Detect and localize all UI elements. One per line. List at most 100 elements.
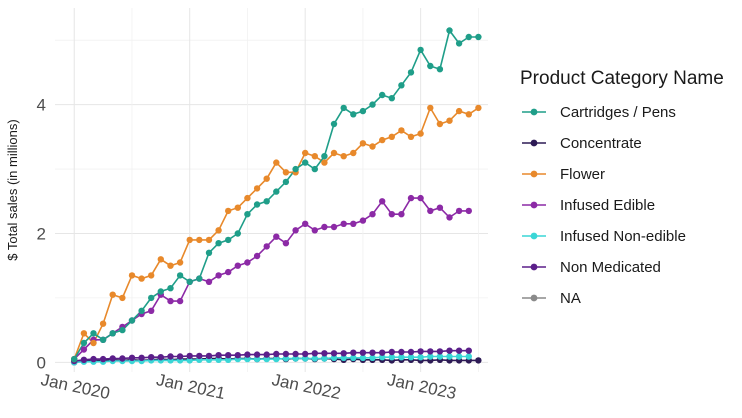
data-point bbox=[234, 352, 241, 359]
data-point bbox=[225, 207, 232, 215]
legend-swatch-dot bbox=[530, 108, 538, 116]
data-point bbox=[273, 159, 280, 166]
data-point bbox=[167, 353, 174, 360]
data-point bbox=[446, 347, 453, 354]
legend-item: Infused Edible bbox=[522, 197, 655, 214]
series-points bbox=[71, 27, 482, 366]
legend-label: NA bbox=[560, 290, 581, 307]
data-point bbox=[311, 165, 318, 173]
data-point bbox=[263, 198, 270, 205]
data-point bbox=[407, 69, 415, 76]
data-point bbox=[99, 320, 107, 327]
data-point bbox=[128, 354, 136, 361]
data-point bbox=[138, 354, 145, 361]
data-point bbox=[369, 349, 376, 356]
x-axis-ticks: Jan 2020 Jan 2021 Jan 2022 Jan 2023 bbox=[39, 370, 458, 403]
data-point bbox=[398, 211, 405, 218]
legend-swatch-dot bbox=[530, 170, 538, 178]
data-point bbox=[436, 353, 444, 360]
data-point bbox=[157, 288, 164, 295]
data-point bbox=[427, 348, 434, 355]
y-axis-ticks: 0 2 4 bbox=[37, 96, 46, 373]
data-point bbox=[417, 46, 424, 54]
data-point bbox=[215, 240, 222, 247]
data-point bbox=[253, 355, 261, 363]
data-point bbox=[176, 353, 184, 360]
data-point bbox=[109, 291, 116, 298]
data-point bbox=[157, 354, 164, 361]
data-point bbox=[157, 256, 164, 263]
data-point bbox=[379, 349, 386, 356]
grid bbox=[55, 8, 488, 372]
data-point bbox=[359, 140, 367, 147]
x-tick-label: Jan 2022 bbox=[270, 370, 342, 403]
legend-item: Concentrate bbox=[522, 135, 642, 152]
y-tick-label: 0 bbox=[37, 353, 46, 372]
legend-swatch-dot bbox=[530, 232, 538, 240]
data-point bbox=[128, 272, 136, 279]
data-point bbox=[321, 159, 328, 166]
data-point bbox=[244, 259, 251, 266]
data-point bbox=[148, 272, 155, 279]
data-point bbox=[282, 350, 290, 358]
data-point bbox=[90, 339, 97, 347]
data-point bbox=[302, 159, 309, 166]
data-point bbox=[388, 354, 395, 361]
x-tick-label: Jan 2021 bbox=[155, 370, 227, 403]
data-point bbox=[282, 169, 290, 176]
legend-label: Infused Edible bbox=[560, 197, 655, 214]
data-point bbox=[350, 111, 357, 118]
data-point bbox=[321, 153, 328, 160]
data-point bbox=[215, 272, 222, 279]
data-point bbox=[379, 198, 386, 205]
legend: Product Category Name Cartridges / Pens C… bbox=[520, 68, 724, 307]
data-point bbox=[369, 101, 376, 108]
data-point bbox=[186, 236, 193, 244]
data-point bbox=[302, 149, 309, 157]
data-point bbox=[119, 326, 126, 334]
data-point bbox=[205, 236, 213, 244]
data-point bbox=[398, 82, 405, 89]
data-point bbox=[455, 207, 463, 215]
data-point bbox=[407, 348, 415, 356]
data-point bbox=[234, 204, 241, 211]
data-point bbox=[388, 95, 395, 102]
data-point bbox=[215, 356, 222, 363]
data-point bbox=[321, 223, 328, 231]
data-point bbox=[263, 355, 270, 363]
data-point bbox=[417, 354, 424, 361]
data-point bbox=[196, 275, 203, 282]
data-point bbox=[90, 330, 97, 337]
data-point bbox=[388, 348, 395, 356]
data-point bbox=[253, 252, 261, 260]
data-point bbox=[225, 236, 232, 244]
data-point bbox=[282, 240, 290, 247]
data-point bbox=[369, 354, 376, 361]
data-point bbox=[80, 356, 88, 363]
data-point bbox=[273, 233, 280, 240]
data-point bbox=[215, 352, 222, 359]
data-point bbox=[302, 355, 309, 362]
legend-item: Non Medicated bbox=[522, 259, 661, 276]
data-point bbox=[340, 350, 347, 357]
data-point bbox=[244, 211, 251, 218]
data-point bbox=[436, 348, 444, 355]
legend-label: Concentrate bbox=[560, 135, 642, 152]
data-point bbox=[148, 354, 155, 361]
legend-swatch-dot bbox=[530, 263, 538, 271]
data-point bbox=[311, 355, 318, 362]
data-point bbox=[379, 91, 386, 99]
data-point bbox=[176, 272, 184, 279]
data-point bbox=[330, 354, 338, 361]
data-point bbox=[436, 120, 444, 128]
data-point bbox=[398, 127, 405, 134]
data-point bbox=[196, 352, 203, 360]
legend-label: Cartridges / Pens bbox=[560, 104, 676, 121]
data-point bbox=[446, 27, 453, 34]
data-point bbox=[273, 350, 280, 358]
data-point bbox=[340, 104, 347, 112]
data-point bbox=[167, 285, 174, 292]
data-point bbox=[465, 33, 472, 41]
data-point bbox=[465, 353, 472, 360]
data-point bbox=[253, 201, 261, 208]
